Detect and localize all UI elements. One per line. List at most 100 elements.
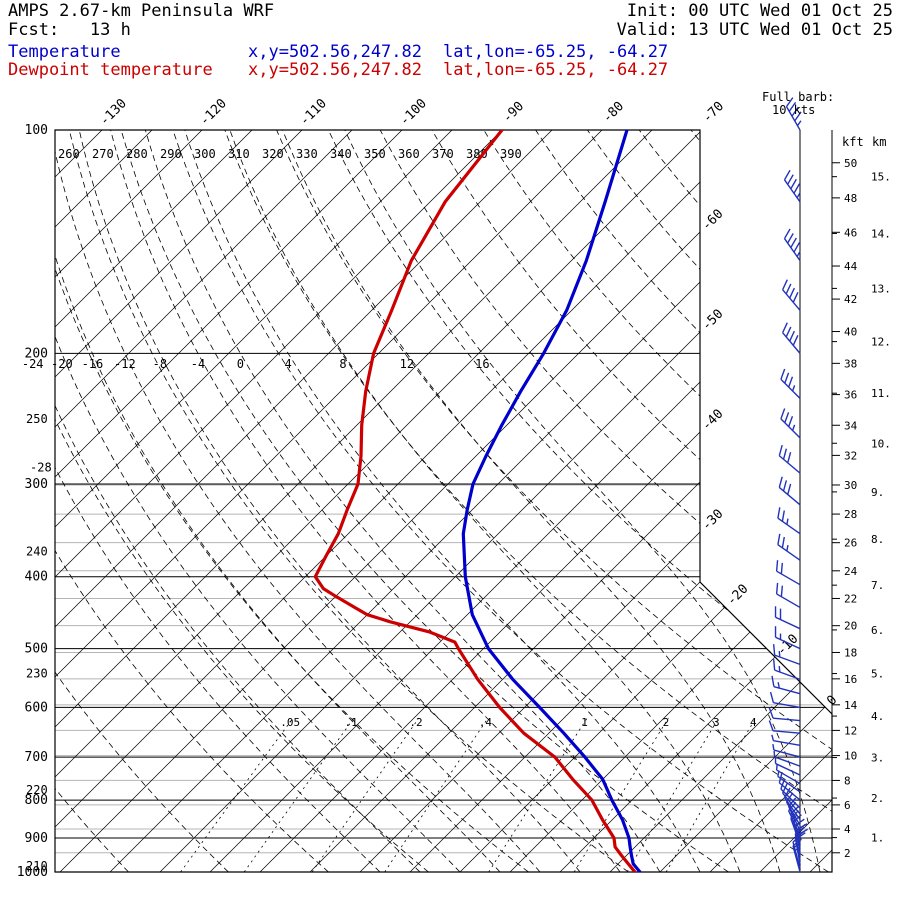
isotherm-right-label: -30	[699, 507, 726, 534]
wind-barb	[782, 322, 801, 354]
kft-tick-label: 42	[844, 293, 857, 306]
moist-adiabat-label: -8	[153, 357, 167, 371]
moist-adiabat-label: -16	[82, 357, 104, 371]
moist-adiabat-label: -28	[30, 460, 52, 474]
theta-left-label: 220	[26, 783, 48, 797]
wind-barb	[775, 582, 801, 609]
theta-top-label: 330	[296, 147, 318, 161]
pressure-label: 100	[25, 123, 48, 138]
sounding-curves	[313, 130, 642, 872]
kft-tick-label: 40	[844, 326, 857, 339]
wind-barb	[778, 771, 801, 801]
kft-tick-label: 38	[844, 357, 857, 370]
legend-dewpoint-xy: x,y=502.56,247.82	[248, 60, 422, 80]
isotherm-top-label: -70	[700, 99, 727, 126]
theta-top-label: 340	[330, 147, 352, 161]
kft-tick-label: 50	[844, 157, 857, 170]
pressure-label: 300	[25, 477, 48, 492]
kft-tick-label: 8	[844, 774, 851, 787]
wind-barb	[772, 744, 801, 758]
isotherm-right-label: -10	[774, 632, 801, 659]
theta-left-label: 240	[26, 545, 48, 559]
kft-tick-label: 10	[844, 750, 857, 763]
theta-top-label: 320	[262, 147, 284, 161]
wind-barb	[780, 408, 801, 439]
km-tick-label: 13.	[871, 282, 891, 295]
wind-barb	[775, 560, 801, 586]
kft-tick-label: 14	[844, 699, 858, 712]
kft-tick-label: 16	[844, 673, 857, 686]
theta-top-label: 350	[364, 147, 386, 161]
wind-barb	[772, 659, 801, 681]
mixing-ratio-label: .2	[409, 716, 422, 729]
km-tick-label: 3.	[871, 752, 884, 765]
wind-barb	[771, 675, 801, 695]
kft-tick-label: 48	[844, 192, 857, 205]
legend-dewpoint-latlon: lat,lon=-65.25, -64.27	[443, 60, 669, 80]
wind-barb	[778, 444, 801, 474]
wind-barb	[774, 757, 801, 776]
kft-tick-label: 4	[844, 823, 851, 836]
km-tick-label: 4.	[871, 710, 884, 723]
isotherm-right-label: -50	[699, 307, 726, 334]
init-time: Init: 00 UTC Wed 01 Oct 25	[626, 1, 893, 21]
mixing-ratio-label: 4	[750, 716, 757, 729]
legend-temperature-xy: x,y=502.56,247.82	[248, 42, 422, 62]
mixing-ratio-label: 3	[713, 716, 720, 729]
pressure-label: 500	[25, 642, 48, 657]
isotherm-top-label: -130	[97, 96, 130, 129]
kft-tick-label: 36	[844, 389, 857, 402]
wind-barb	[772, 644, 801, 666]
pressure-label: 200	[25, 346, 48, 361]
wind-barb	[775, 764, 801, 785]
isotherm-right-label: -60	[699, 207, 726, 234]
moist-adiabat-label: -4	[191, 357, 205, 371]
pressure-label: 600	[25, 700, 48, 715]
wind-barb	[783, 228, 801, 262]
km-tick-label: 12.	[871, 336, 891, 349]
moist-adiabat-label: 12	[400, 357, 414, 371]
moist-adiabat-label: 0	[237, 357, 244, 371]
pressure-label: 700	[25, 750, 48, 765]
forecast-hour: Fcst: 13 h	[8, 20, 131, 40]
height-gridlines	[55, 484, 832, 854]
kft-tick-label: 12	[844, 724, 857, 737]
mixing-ratio-label: .05	[280, 716, 300, 729]
km-tick-label: 9.	[871, 486, 884, 499]
km-tick-label: 14.	[871, 227, 891, 240]
mixing-ratio-label: 2	[663, 716, 670, 729]
legend-temperature-label: Temperature	[8, 42, 121, 62]
isotherm-right-label: -40	[699, 407, 726, 434]
kft-tick-label: 32	[844, 449, 857, 462]
isotherm-top-label: -120	[197, 96, 230, 129]
wind-barb	[768, 720, 801, 734]
kft-tick-label: 44	[844, 260, 858, 273]
kft-tick-label: 26	[844, 537, 857, 550]
wind-barb	[773, 750, 801, 767]
theta-left-label: 210	[26, 859, 48, 873]
wind-barb	[777, 507, 801, 535]
km-tick-label: 2.	[871, 792, 884, 805]
isotherm-top-label: -110	[297, 96, 330, 129]
kft-tick-label: 6	[844, 799, 851, 812]
theta-left-label: 230	[26, 666, 48, 680]
km-tick-label: 8.	[871, 533, 884, 546]
km-tick-label: 15.	[871, 171, 891, 184]
valid-time: Valid: 13 UTC Wed 01 Oct 25	[616, 20, 893, 40]
model-title: AMPS 2.67-km Peninsula WRF	[8, 1, 275, 21]
wind-barb	[774, 606, 801, 630]
pressure-label: 400	[25, 570, 48, 585]
wind-barb	[780, 368, 801, 399]
full-barb-note: 10 kts	[772, 103, 815, 117]
thermo-gridlines	[55, 130, 832, 872]
km-tick-label: 6.	[871, 624, 884, 637]
theta-top-label: 390	[500, 147, 522, 161]
kft-tick-label: 18	[844, 646, 857, 659]
theta-top-label: 260	[58, 147, 80, 161]
mixing-ratio-label: .4	[479, 716, 493, 729]
full-barb-note: Full barb:	[762, 90, 834, 104]
isotherm-top-label: -90	[500, 99, 527, 126]
moist-adiabat-label: -24	[22, 357, 44, 371]
